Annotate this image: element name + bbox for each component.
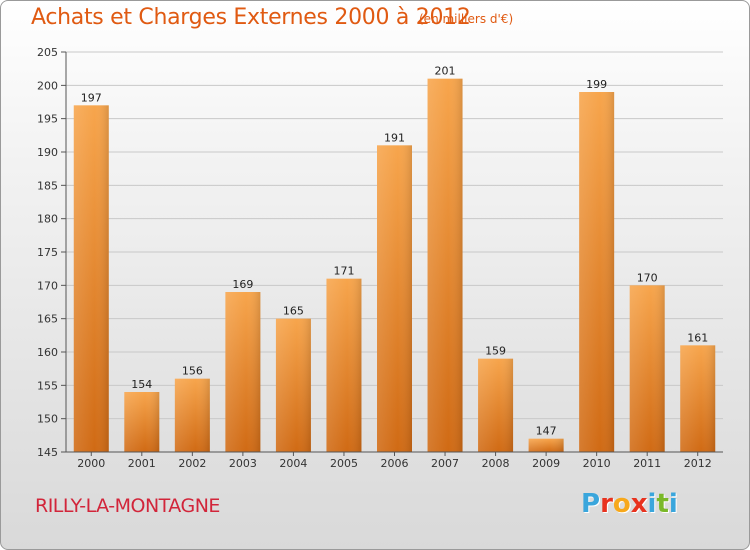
data-label: 147 [536,425,557,438]
logo-letter: i [647,489,657,519]
y-tick-label: 155 [37,379,58,392]
bar-shade [528,438,564,452]
bar-shade [478,358,514,452]
data-label: 197 [81,91,102,104]
logo-letter: P [581,489,601,519]
y-tick-label: 190 [37,146,58,159]
y-tick-label: 185 [37,179,58,192]
bar-shade [275,318,311,452]
y-tick-label: 200 [37,79,58,92]
bar-shade [629,285,665,452]
chart-subtitle: (en milliers d'€) [419,12,514,26]
x-tick-label: 2005 [330,457,358,470]
data-label: 169 [232,278,253,291]
y-tick-label: 180 [37,213,58,226]
logo-letter: x [630,489,648,519]
bar-shade [377,145,412,453]
chart-title: Achats et Charges Externes 2000 à 2012 [31,5,471,30]
data-label: 191 [384,131,405,144]
bar-shade [427,78,463,453]
data-label: 201 [435,65,456,78]
data-label: 170 [637,271,658,284]
y-tick-label: 160 [37,346,58,359]
x-tick-label: 2002 [178,457,206,470]
x-tick-label: 2001 [128,457,156,470]
x-tick-label: 2003 [229,457,257,470]
bars [73,78,716,453]
logo-letter: t [656,489,669,519]
bar-shade [579,92,615,452]
logo-letter: r [600,489,613,519]
bar-shade [326,278,362,452]
y-tick-label: 175 [37,246,58,259]
logo-letter: o [612,489,631,519]
y-tick-label: 165 [37,313,58,326]
data-label: 171 [333,265,354,278]
commune-name: RILLY-LA-MONTAGNE [35,495,220,517]
data-label: 154 [131,378,152,391]
x-tick-label: 2007 [431,457,459,470]
data-label: 156 [182,365,203,378]
bar-shade [680,345,716,452]
x-tick-label: 2000 [77,457,105,470]
x-tick-label: 2009 [532,457,560,470]
y-tick-label: 195 [37,113,58,126]
x-tick-label: 2008 [482,457,510,470]
proxiti-logo: Proxiti [581,489,678,519]
x-tick-label: 2004 [279,457,307,470]
data-label: 165 [283,305,304,318]
x-tick-label: 2006 [381,457,409,470]
y-tick-label: 205 [37,46,58,59]
axes: 145 150 155 160 165 170 175 180 185 190 195 200 205 2… [37,46,723,470]
y-tick-label: 150 [37,413,58,426]
bar-shade [174,378,210,452]
bar-shade [225,292,261,452]
data-label: 161 [687,331,708,344]
bar-shade [124,392,160,452]
x-tick-label: 2010 [583,457,611,470]
data-label: 199 [586,78,607,91]
data-labels: 197 154 156 169 165 171 191 201 159 147 199 170 161 [81,65,708,438]
y-tick-label: 145 [37,446,58,459]
y-tick-label: 170 [37,279,58,292]
data-label: 159 [485,345,506,358]
x-tick-label: 2011 [633,457,661,470]
x-tick-label: 2012 [684,457,712,470]
bar-shade [73,105,109,452]
logo-letter: i [668,489,678,519]
